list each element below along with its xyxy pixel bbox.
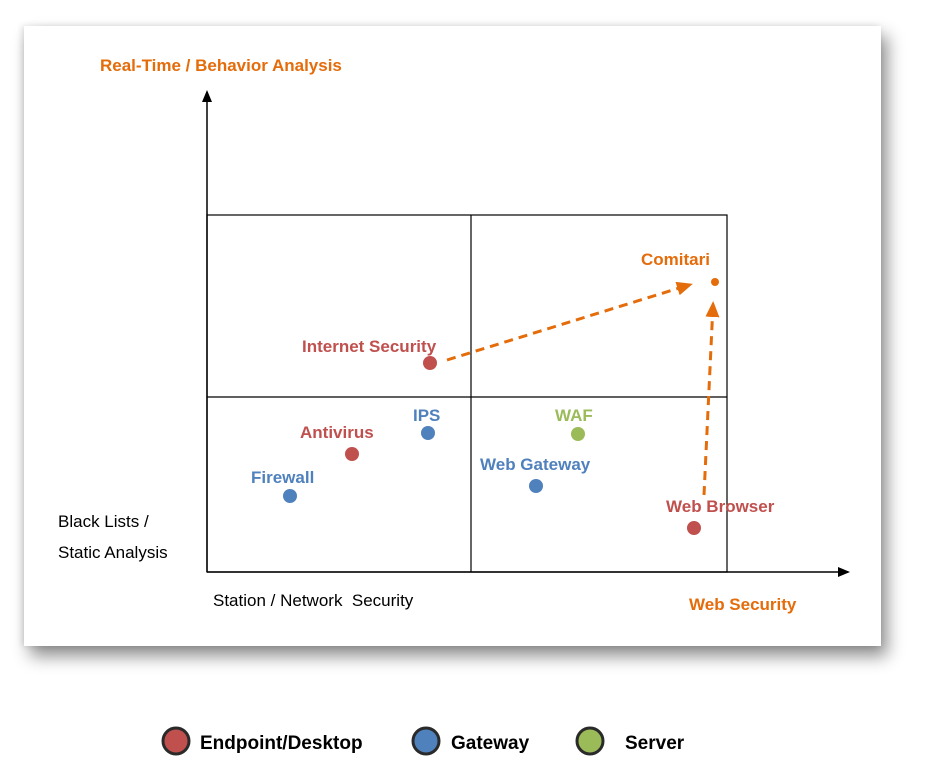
legend-server-label: Server — [625, 733, 685, 754]
antivirus-point — [345, 447, 359, 461]
waf-label: WAF — [555, 406, 593, 425]
x-axis-left-label: Station / Network Security — [213, 591, 414, 610]
legend-endpoint-marker — [161, 726, 191, 756]
y-axis-bottom-label-line1: Black Lists / — [58, 512, 149, 531]
comitari-point — [711, 278, 719, 286]
y-axis-bottom-label-line2: Static Analysis — [58, 543, 168, 562]
waf-point — [571, 427, 585, 441]
web-browser-to-comitari-arrow — [702, 301, 720, 496]
comitari-label: Comitari — [641, 250, 710, 269]
internet-security-point — [423, 356, 437, 370]
legend: Endpoint/Desktop Gateway Server — [161, 726, 685, 756]
y-axis-top-label: Real-Time / Behavior Analysis — [100, 56, 342, 75]
firewall-label: Firewall — [251, 468, 314, 487]
internet-security-label: Internet Security — [302, 337, 437, 356]
web-gateway-point — [529, 479, 543, 493]
legend-server-marker — [575, 726, 605, 756]
legend-gateway-marker — [411, 726, 441, 756]
legend-gateway-label: Gateway — [451, 733, 530, 754]
ips-point — [421, 426, 435, 440]
x-axis-right-label: Web Security — [689, 595, 797, 614]
diagram-card — [24, 26, 881, 646]
legend-endpoint-label: Endpoint/Desktop — [200, 733, 363, 754]
web-gateway-label: Web Gateway — [480, 455, 591, 474]
web-browser-point — [687, 521, 701, 535]
web-browser-label: Web Browser — [666, 497, 775, 516]
firewall-point — [283, 489, 297, 503]
internet-security-to-comitari-arrow — [446, 281, 693, 362]
antivirus-label: Antivirus — [300, 423, 374, 442]
ips-label: IPS — [413, 406, 440, 425]
quadrant-box — [206, 214, 728, 573]
